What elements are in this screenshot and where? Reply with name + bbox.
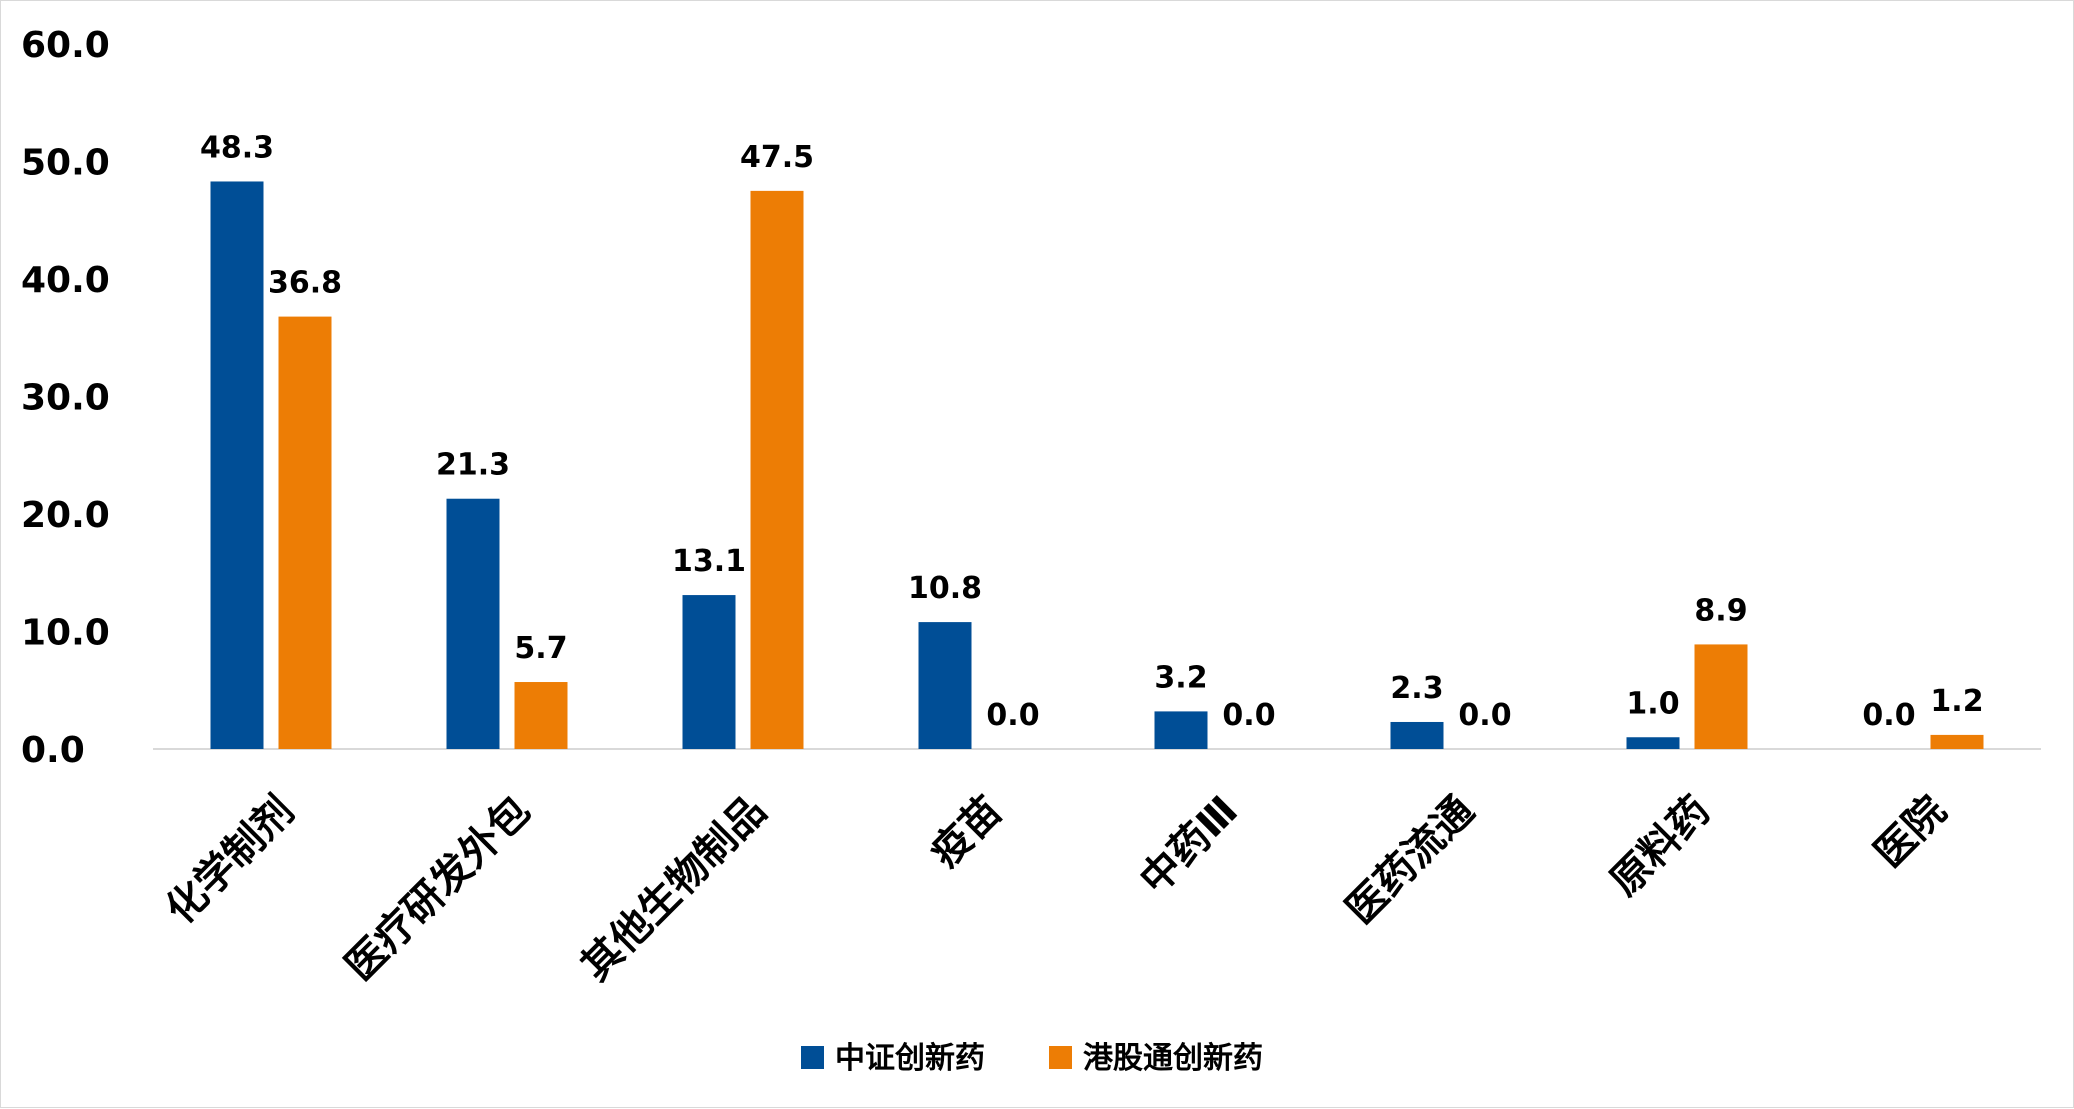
legend: 中证创新药 港股通创新药	[801, 1041, 1263, 1076]
bar-hk-2	[750, 190, 804, 749]
bar-hk-6	[1694, 644, 1748, 749]
bar-csi-5	[1390, 721, 1444, 749]
category-label: 疫苗	[922, 788, 1011, 877]
bar-csi-3	[918, 622, 972, 749]
data-labels: 48.3 36.8 21.3 5.7 13.1 47.5 10.8 0.0 3.2 0.0 2.3 0…	[200, 130, 1984, 733]
bars	[210, 181, 1984, 750]
y-tick-label: 60.0	[21, 25, 110, 66]
data-label: 0.0	[1862, 698, 1915, 733]
legend-swatch-1	[1049, 1046, 1072, 1069]
category-label: 中药Ⅲ	[1131, 788, 1247, 904]
category-label: 医药流通	[1337, 788, 1483, 934]
category-labels: 化学制剂 医疗研发外包 其他生物制品 疫苗 中药Ⅲ 医药流通 原料药 医院	[157, 788, 1955, 990]
y-tick-label: 50.0	[21, 143, 110, 184]
bar-csi-1	[446, 498, 500, 749]
data-label: 0.0	[1222, 698, 1275, 733]
y-tick-label: 20.0	[21, 495, 110, 536]
y-axis-ticks: 0.0 10.0 20.0 30.0 40.0 50.0 60.0	[21, 25, 110, 771]
category-label: 医院	[1866, 788, 1955, 877]
bar-hk-0	[278, 316, 332, 749]
data-label: 13.1	[672, 544, 746, 579]
y-tick-label: 0.0	[21, 730, 85, 771]
data-label: 0.0	[1458, 698, 1511, 733]
data-label: 21.3	[436, 448, 510, 483]
data-label: 0.0	[986, 698, 1039, 733]
legend-label: 中证创新药	[835, 1041, 985, 1076]
data-label: 5.7	[514, 631, 567, 666]
category-label: 化学制剂	[157, 788, 303, 934]
data-label: 36.8	[268, 266, 342, 301]
bar-csi-4	[1154, 711, 1208, 749]
y-tick-label: 40.0	[21, 260, 110, 301]
bar-csi-0	[210, 181, 264, 750]
data-label: 48.3	[200, 130, 274, 165]
category-label: 原料药	[1602, 788, 1719, 905]
category-label: 医疗研发外包	[337, 788, 539, 990]
category-label: 其他生物制品	[573, 788, 775, 990]
bar-csi-6	[1626, 737, 1680, 749]
bar-hk-7	[1930, 734, 1984, 749]
bar-csi-2	[682, 595, 736, 749]
data-label: 8.9	[1694, 593, 1747, 628]
data-label: 1.0	[1626, 686, 1679, 721]
legend-label: 港股通创新药	[1083, 1041, 1263, 1076]
data-label: 47.5	[740, 140, 814, 175]
y-tick-label: 10.0	[21, 613, 110, 654]
data-label: 2.3	[1390, 671, 1443, 706]
data-label: 1.2	[1930, 684, 1983, 719]
data-label: 10.8	[908, 571, 982, 606]
bar-hk-1	[514, 682, 568, 749]
y-tick-label: 30.0	[21, 378, 110, 419]
legend-swatch-0	[801, 1046, 824, 1069]
data-label: 3.2	[1154, 660, 1207, 695]
